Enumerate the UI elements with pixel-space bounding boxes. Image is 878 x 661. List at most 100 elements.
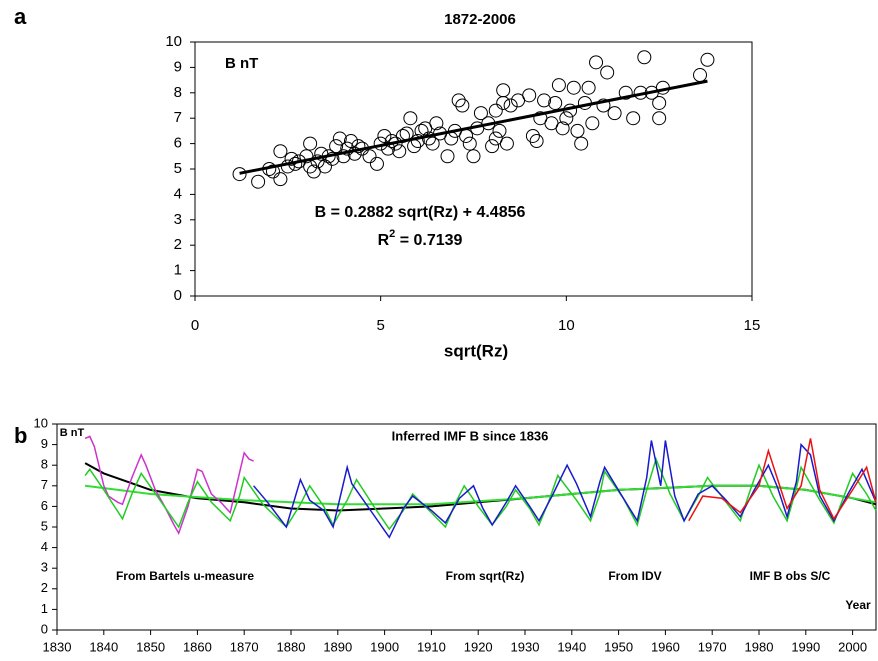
scatter-point (574, 136, 589, 151)
scatter-point (251, 174, 266, 189)
scatter-point (362, 149, 377, 164)
scatter-point (343, 134, 358, 149)
scatter-point (626, 111, 641, 126)
scatter-point (581, 80, 596, 95)
x-tick-label: 1950 (604, 639, 633, 654)
x-tick-label: 1830 (43, 639, 72, 654)
y-tick-label: 6 (174, 135, 182, 152)
y-tick-label: 10 (34, 415, 48, 430)
scatter-point (596, 98, 611, 113)
y-tick-label: 3 (41, 560, 48, 575)
series-line (253, 440, 877, 539)
scatter-point (232, 167, 247, 182)
scatter-point (325, 151, 340, 166)
scatter-point (265, 164, 280, 179)
scatter-point (377, 128, 392, 143)
y-tick-label: 2 (174, 236, 182, 253)
scatter-point (284, 151, 299, 166)
y-tick-label: 8 (174, 84, 182, 101)
x-tick-label: 0 (191, 317, 199, 334)
scatter-point (347, 146, 362, 161)
scatter-point (451, 93, 466, 108)
annotation: B nT (225, 55, 258, 72)
scatter-point (503, 98, 518, 113)
plot-frame (56, 423, 877, 631)
y-tick-label: 1 (41, 601, 48, 616)
x-tick-label: 1920 (464, 639, 493, 654)
x-axis-label: Year (845, 598, 871, 612)
x-tick-label: 1840 (89, 639, 118, 654)
series-line (84, 484, 877, 506)
scatter-point (529, 134, 544, 149)
x-tick-label: 15 (744, 317, 761, 334)
scatter-point (459, 128, 474, 143)
y-tick-label: 1 (174, 262, 182, 279)
scatter-point (555, 121, 570, 136)
scatter-point (303, 136, 318, 151)
scatter-point (381, 141, 396, 156)
chart-title: Inferred IMF B since 1836 (392, 428, 549, 443)
scatter-point (466, 149, 481, 164)
y-tick-label: 7 (174, 109, 182, 126)
x-tick-label: 10 (558, 317, 575, 334)
x-tick-label: 1900 (370, 639, 399, 654)
scatter-point (607, 106, 622, 121)
y-tick-label: 10 (165, 33, 182, 50)
y-tick-label: 0 (174, 287, 182, 304)
scatter-point (693, 68, 708, 83)
scatter-point (332, 131, 347, 146)
y-tick-label: 5 (174, 160, 182, 177)
fit-line (239, 79, 708, 175)
legend-label: From Bartels u-measure (116, 569, 254, 583)
x-tick-label: 1960 (651, 639, 680, 654)
x-tick-label: 5 (376, 317, 384, 334)
chart-title: 1872-2006 (444, 11, 516, 28)
panel-label: b (14, 423, 27, 448)
scatter-point (525, 128, 540, 143)
y-tick-label: 9 (41, 436, 48, 451)
y-tick-label: 9 (174, 58, 182, 75)
scatter-point (559, 111, 574, 126)
x-tick-label: 1940 (557, 639, 586, 654)
legend-label: From sqrt(Rz) (446, 569, 525, 583)
scatter-point (340, 141, 355, 156)
r-squared: R2 = 0.7139 (378, 228, 463, 249)
y-tick-label: 2 (41, 580, 48, 595)
scatter-point (700, 52, 715, 67)
scatter-point (462, 136, 477, 151)
scatter-point (492, 123, 507, 138)
x-tick-label: 1980 (745, 639, 774, 654)
scatter-point (329, 139, 344, 154)
series-line (688, 438, 877, 522)
x-tick-label: 1930 (511, 639, 540, 654)
y-tick-label: 7 (41, 477, 48, 492)
legend-label: From IDV (608, 569, 661, 583)
r-squared-text: = 0.7139 (395, 232, 462, 249)
scatter-point (473, 106, 488, 121)
equation: B = 0.2882 sqrt(Rz) + 4.4856 (315, 204, 526, 221)
scatter-point (551, 78, 566, 93)
x-tick-label: 1990 (791, 639, 820, 654)
scatter-point (548, 95, 563, 110)
scatter-point (652, 111, 667, 126)
scatter-point (317, 159, 332, 174)
scatter-point (351, 139, 366, 154)
x-tick-label: 1860 (183, 639, 212, 654)
y-axis-label: B nT (60, 427, 85, 439)
scatter-point (410, 134, 425, 149)
y-tick-label: 8 (41, 457, 48, 472)
x-tick-label: 1870 (230, 639, 259, 654)
scatter-point (496, 95, 511, 110)
scatter-point (618, 85, 633, 100)
x-axis-label: sqrt(Rz) (444, 341, 508, 360)
panel-label: a (14, 4, 27, 29)
scatter-point (485, 139, 500, 154)
scatter-point (589, 55, 604, 70)
y-tick-label: 3 (174, 211, 182, 228)
y-tick-label: 4 (41, 539, 48, 554)
x-tick-label: 1880 (277, 639, 306, 654)
scatter-point (496, 83, 511, 98)
scatter-point (637, 50, 652, 65)
scatter-point (537, 93, 552, 108)
